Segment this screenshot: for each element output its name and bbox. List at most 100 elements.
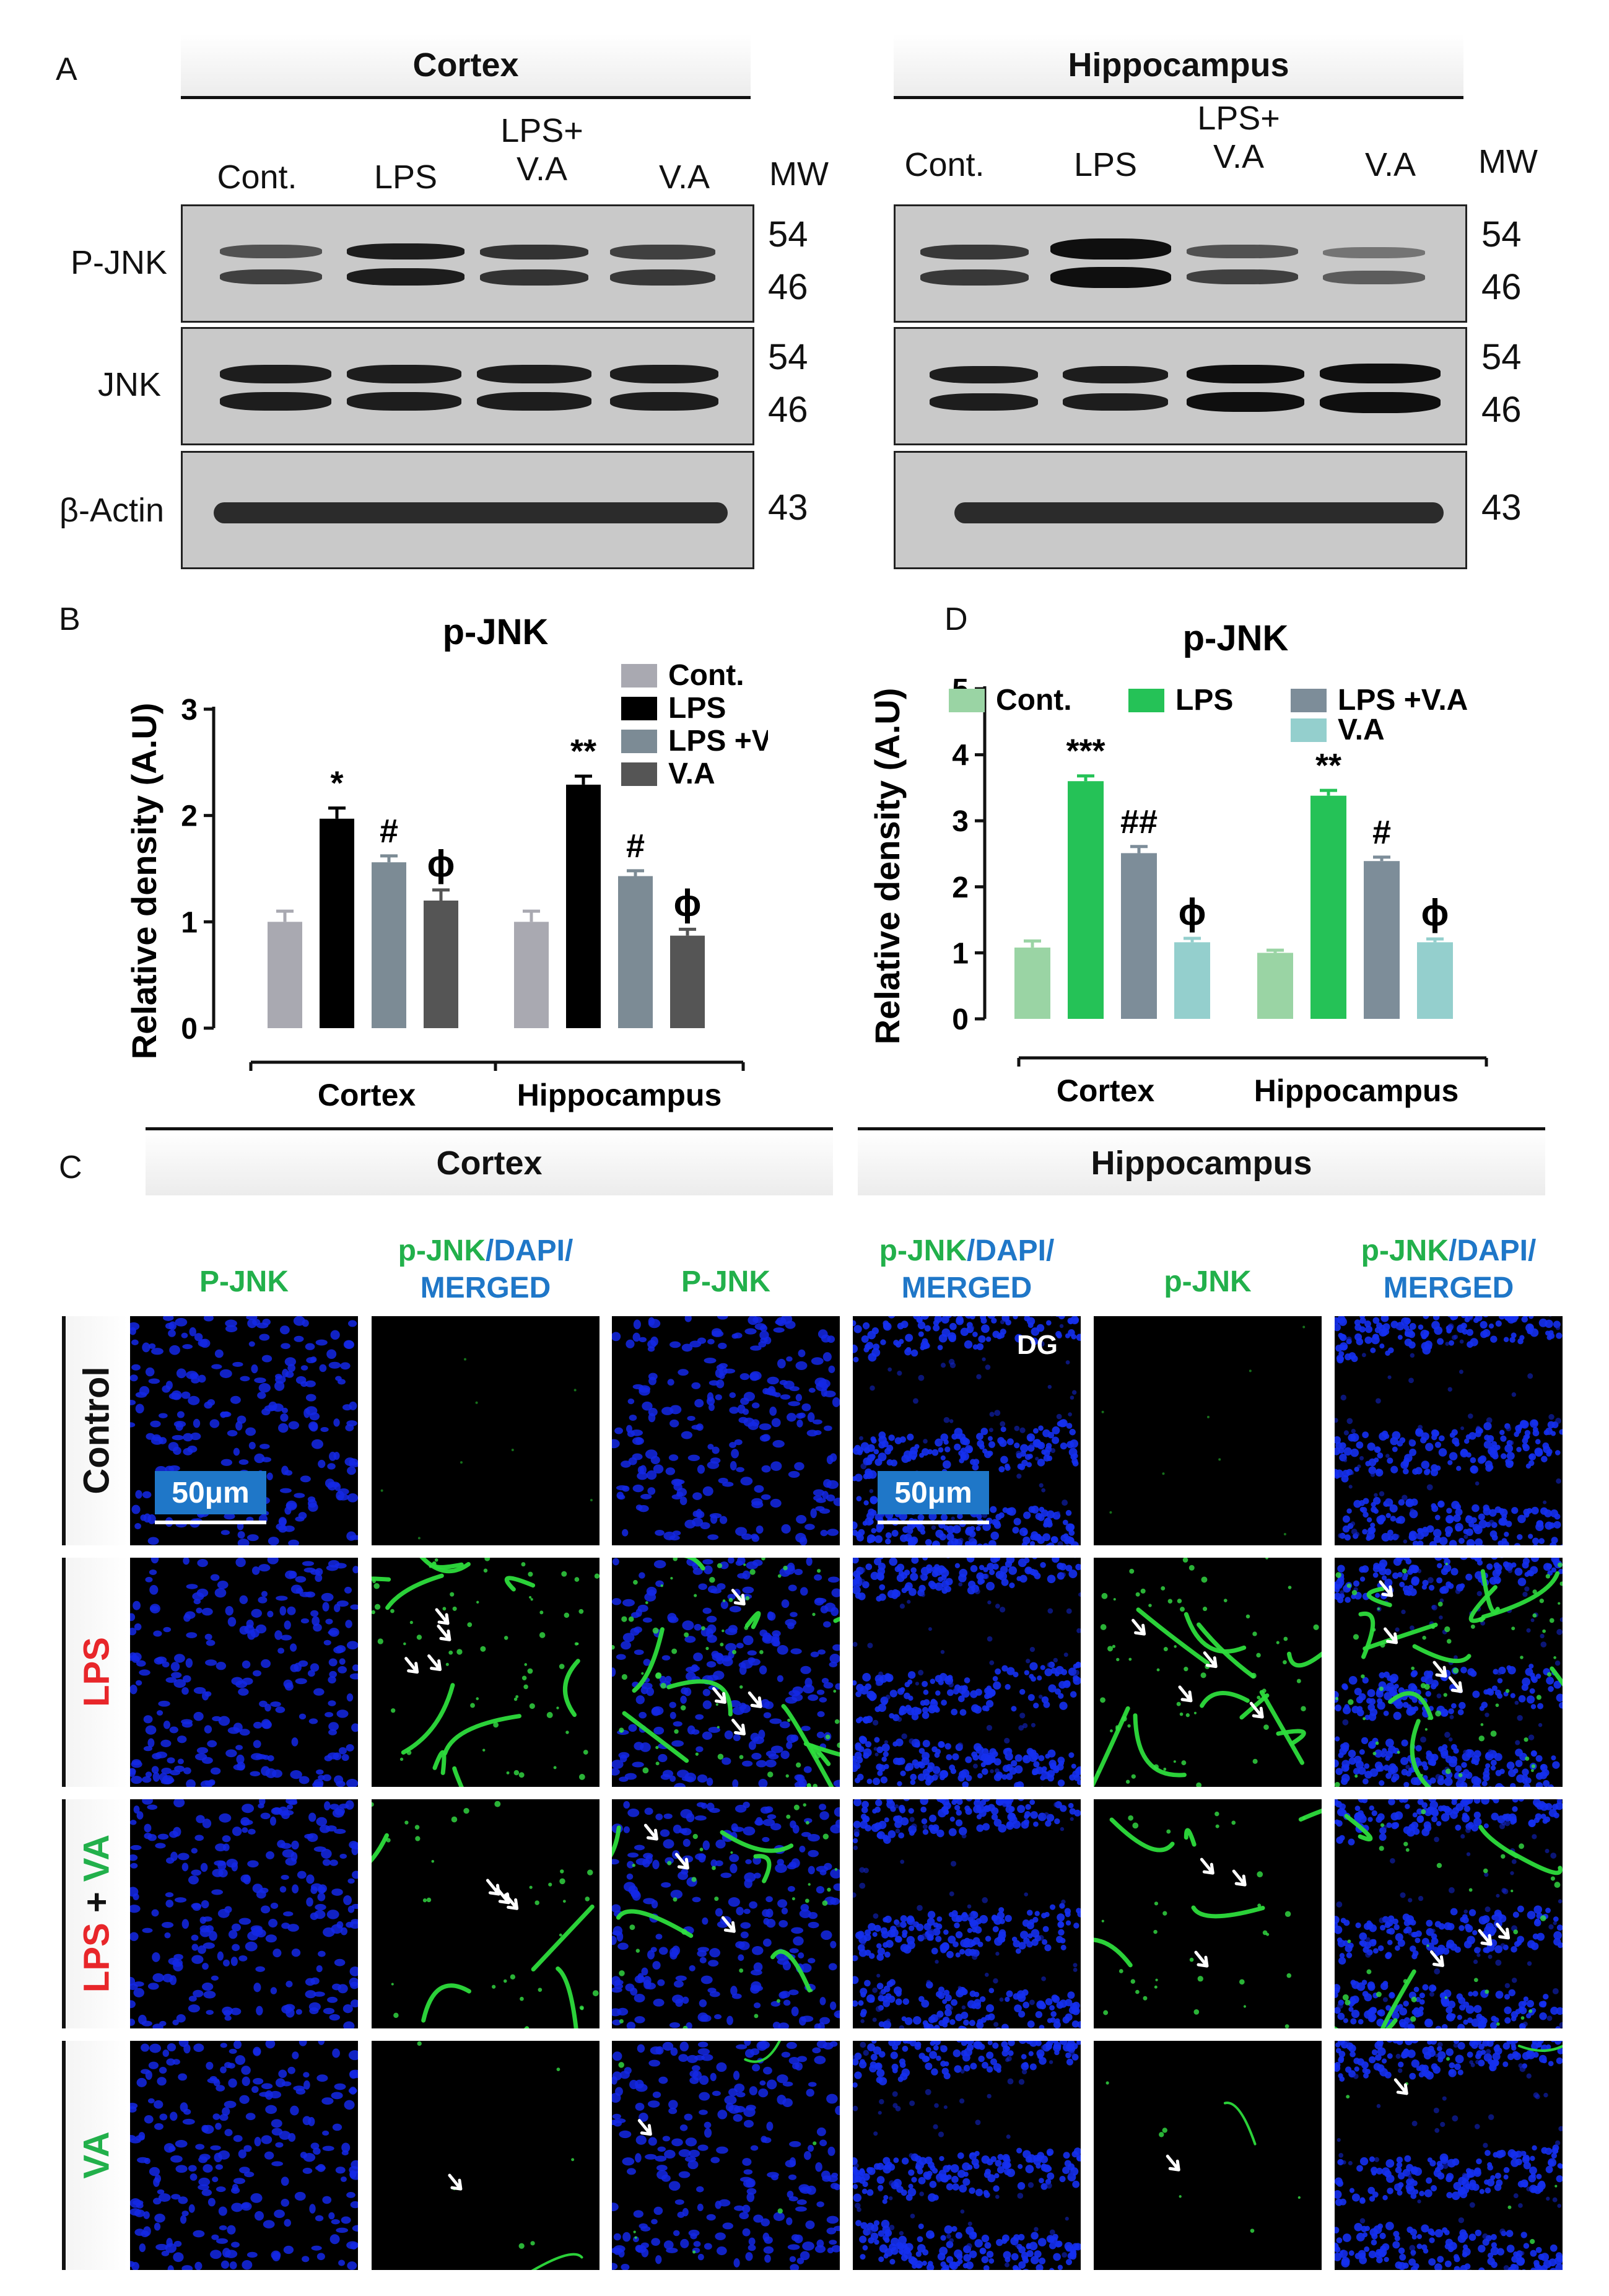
panel-d-letter: D	[944, 601, 968, 637]
lane-label: V.A	[1364, 146, 1416, 183]
band	[477, 365, 591, 383]
column-header: P-JNK	[199, 1265, 289, 1298]
mw-label: 46	[768, 267, 808, 307]
y-tick-label: 1	[181, 906, 198, 939]
band	[220, 245, 322, 258]
chart-title: p-JNK	[1183, 618, 1289, 658]
bar	[320, 818, 354, 1028]
micrograph-tile	[372, 1558, 600, 1787]
dentate-gyrus-label: DG	[1017, 1330, 1058, 1360]
micrograph-image	[853, 2041, 1081, 2270]
micrograph-image	[612, 2041, 840, 2270]
bar	[372, 862, 406, 1028]
lane-label: LPS	[1073, 146, 1138, 183]
significance-mark: ***	[1066, 733, 1105, 770]
x-tick-label: Cortex	[1057, 1073, 1155, 1108]
micrograph-tile	[130, 1799, 358, 2028]
arrow-icon	[1432, 1661, 1447, 1678]
mw-label: 43	[768, 487, 808, 528]
legend-label: V.A	[668, 757, 715, 790]
chart-title: p-JNK	[443, 612, 549, 652]
band	[930, 393, 1038, 411]
y-tick-label: 3	[181, 694, 198, 727]
band	[920, 269, 1029, 286]
band	[347, 365, 461, 383]
significance-mark: *	[330, 765, 343, 802]
arrow-icon	[1496, 1923, 1511, 1940]
row-label: LPS + VA	[76, 1799, 118, 2028]
micrograph-image	[1101, 1325, 1306, 1536]
band	[1050, 267, 1171, 288]
y-tick-label: 2	[181, 800, 198, 833]
band	[220, 365, 331, 383]
panel-c-hippocampus-header: Hippocampus	[858, 1127, 1545, 1195]
blot-jnk-hippocampus	[894, 327, 1467, 445]
significance-mark: #	[380, 813, 398, 850]
legend-swatch	[621, 697, 657, 720]
micrograph-image	[1335, 1316, 1563, 1545]
cortex-title: Cortex	[412, 46, 519, 84]
micrograph-tile	[1094, 1799, 1322, 2028]
arrow-icon	[448, 2173, 463, 2191]
micrograph-image	[612, 1558, 840, 1787]
lane-label: LPS+ V.A	[1197, 100, 1280, 176]
micrograph-tile	[372, 2041, 600, 2270]
band	[347, 268, 464, 286]
micrograph-image	[1094, 1809, 1322, 2028]
band	[1063, 366, 1168, 383]
micrograph-tile	[853, 1799, 1081, 2028]
arrow-icon	[674, 1853, 689, 1870]
row-label: VA	[76, 2041, 118, 2270]
arrow-icon	[1200, 1857, 1214, 1875]
mw-label: 54	[1481, 214, 1522, 255]
column-header: p-JNK/DAPI/MERGED	[1335, 1233, 1563, 1307]
micrograph-tile: 50μm DG	[853, 1316, 1081, 1545]
legend-swatch	[621, 762, 657, 786]
panel-c-cortex-header: Cortex	[146, 1127, 833, 1195]
header-blue-part: /DAPI/	[485, 1234, 573, 1267]
column-header: p-JNK/DAPI/MERGED	[372, 1233, 600, 1307]
mw-header: MW	[1478, 143, 1538, 180]
arrow-icon	[643, 1823, 658, 1841]
row-label-part: Control	[76, 1366, 117, 1495]
band	[1323, 247, 1425, 258]
arrow-icon	[1178, 1685, 1193, 1703]
arrow-icon	[731, 1589, 746, 1606]
micrograph-image	[372, 1801, 599, 2028]
micrograph-tile	[612, 1316, 840, 1545]
y-axis-label: Relative density (A.U)	[868, 688, 907, 1045]
arrow-icon	[404, 1657, 419, 1674]
bar	[1014, 947, 1050, 1019]
hippocampus-title: Hippocampus	[1068, 46, 1289, 84]
lane-label: Cont.	[217, 159, 297, 196]
column-header: p-JNK	[1164, 1265, 1252, 1298]
header-blue-part: /DAPI/	[966, 1234, 1055, 1267]
significance-mark: ϕ	[1179, 891, 1206, 933]
arrow-icon	[1384, 1627, 1398, 1644]
bar	[1364, 861, 1400, 1019]
micrograph-tile	[372, 1799, 600, 2028]
mw-label: 46	[1481, 267, 1522, 307]
header-green-part: p-JNK	[879, 1234, 967, 1267]
band	[1320, 364, 1441, 383]
scale-bar-label: 50μm	[878, 1471, 989, 1514]
arrow-icon	[495, 1887, 510, 1905]
bar	[618, 876, 653, 1028]
micrograph-tile	[130, 2041, 358, 2270]
significance-mark: **	[1315, 747, 1341, 784]
micrograph-tile	[372, 1316, 600, 1545]
significance-mark: #	[626, 827, 645, 865]
arrow-icon	[1448, 1676, 1463, 1693]
column-header: p-JNK/DAPI/MERGED	[853, 1233, 1081, 1307]
arrow-icon	[712, 1687, 726, 1704]
row-label-tab: LPS + VA	[62, 1799, 128, 2028]
micrograph-image	[1094, 1558, 1322, 1787]
legend-swatch	[1128, 689, 1164, 712]
mw-label: 54	[768, 337, 808, 377]
scale-bar-label: 50μm	[155, 1471, 266, 1514]
y-tick-label: 0	[181, 1013, 198, 1045]
micrograph-image	[612, 1316, 840, 1545]
y-tick-label: 1	[952, 937, 969, 970]
arrow-icon	[1232, 1869, 1247, 1887]
bar	[1417, 942, 1453, 1019]
